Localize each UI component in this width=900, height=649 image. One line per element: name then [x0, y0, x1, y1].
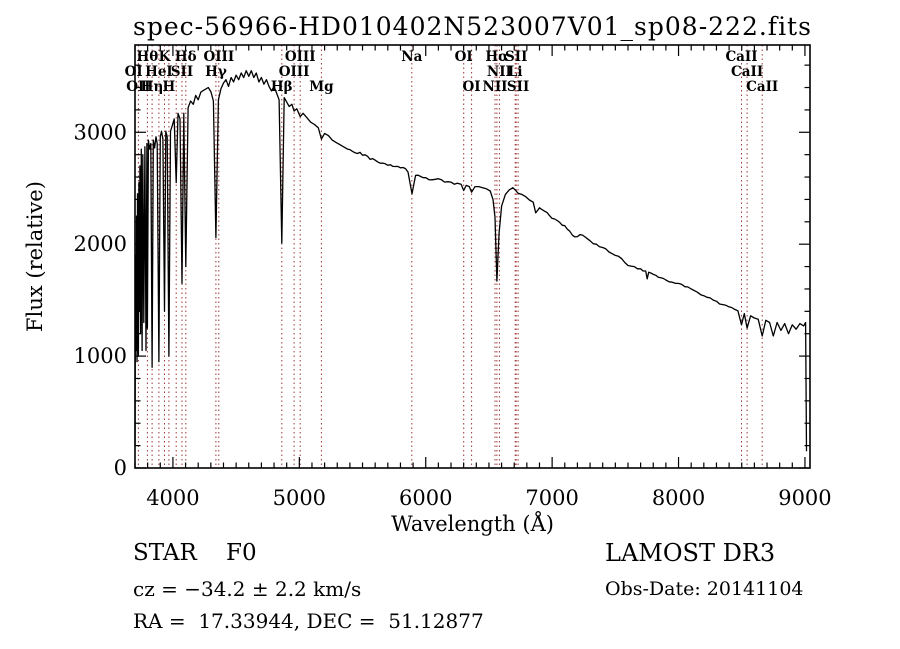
line-label: H: [163, 79, 176, 95]
obs-date-label: Obs-Date: 20141104: [605, 578, 804, 600]
plot-border: [134, 44, 811, 469]
x-tick-label: 5000: [273, 486, 326, 510]
line-label: NII: [487, 64, 512, 80]
line-label: Hη: [141, 79, 164, 95]
object-class-label: STAR F0: [133, 540, 257, 566]
y-tick-label: 2000: [74, 232, 127, 256]
y-tick-label: 1000: [74, 344, 127, 368]
line-label: HeI: [145, 64, 173, 80]
line-label: CaII: [746, 79, 778, 95]
line-label: SII: [507, 79, 529, 95]
x-tick-label: 6000: [399, 486, 452, 510]
y-tick-label: 0: [114, 456, 127, 480]
x-tick-label: 4000: [146, 486, 199, 510]
figure-title: spec-56966-HD010402N523007V01_sp08-222.f…: [133, 12, 812, 41]
line-label: Na: [401, 49, 422, 65]
line-label: Hα: [485, 49, 509, 65]
line-label: SII: [505, 49, 527, 65]
line-label: Hδ: [175, 49, 197, 65]
line-label: OI: [125, 64, 143, 80]
line-label: CaII: [725, 49, 757, 65]
spectrum-curve: [134, 70, 808, 452]
y-axis-title: Flux (relative): [23, 181, 47, 332]
ra-dec-label: RA = 17.33944, DEC = 51.12877: [133, 609, 484, 633]
line-label: OIII: [279, 64, 310, 80]
line-label: Hγ: [205, 64, 227, 80]
x-tick-label: 8000: [652, 486, 705, 510]
line-label: Hθ: [137, 49, 159, 65]
line-label: OI: [463, 79, 481, 95]
spectral-line-markers: [137, 45, 763, 468]
x-tick-label: 7000: [525, 486, 578, 510]
plot-axes: 4000 5000 6000 7000 8000 9000 0 1000 2000 3000 Wav…: [23, 44, 832, 536]
x-tick-label: 9000: [778, 486, 831, 510]
line-label: SII: [171, 64, 193, 80]
line-label: NII: [483, 79, 508, 95]
x-axis-title: Wavelength (Å): [391, 511, 554, 536]
line-label: OI: [455, 49, 473, 65]
survey-label: LAMOST DR3: [605, 539, 776, 567]
line-label: Li: [508, 64, 523, 80]
line-label: K: [159, 49, 172, 65]
radial-velocity-label: cz = −34.2 ± 2.2 km/s: [133, 577, 362, 601]
line-label: OIII: [203, 49, 234, 65]
y-tick-label: 3000: [74, 120, 127, 144]
line-label: OIII: [285, 49, 316, 65]
line-label: Mg: [309, 79, 334, 95]
line-label: CaII: [731, 64, 763, 80]
